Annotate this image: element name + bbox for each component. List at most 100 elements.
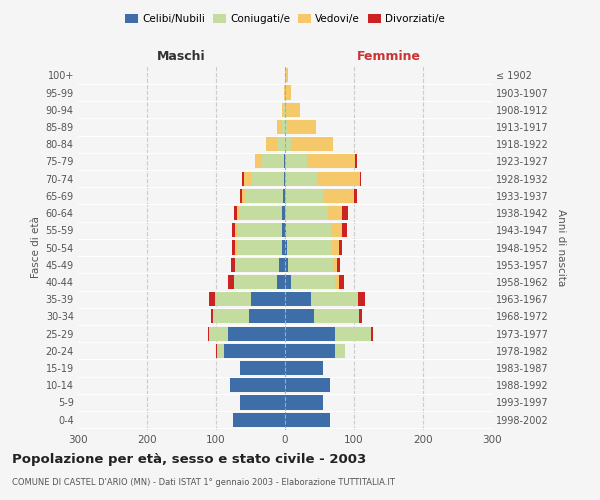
Bar bbox=[229, 275, 234, 289]
Bar bbox=[355, 154, 357, 168]
Bar bbox=[314, 310, 359, 324]
Bar bbox=[285, 326, 335, 340]
Y-axis label: Anni di nascita: Anni di nascita bbox=[556, 209, 566, 286]
Bar bbox=[240, 396, 285, 409]
Bar bbox=[262, 154, 284, 168]
Bar bbox=[231, 258, 235, 272]
Bar bbox=[213, 310, 249, 324]
Bar bbox=[285, 378, 330, 392]
Bar bbox=[254, 154, 262, 168]
Bar bbox=[285, 275, 290, 289]
Bar bbox=[235, 223, 236, 238]
Bar bbox=[285, 361, 323, 375]
Bar bbox=[284, 172, 285, 185]
Bar bbox=[285, 120, 287, 134]
Bar bbox=[285, 68, 289, 82]
Bar bbox=[251, 172, 284, 185]
Bar bbox=[277, 120, 281, 134]
Text: Maschi: Maschi bbox=[157, 50, 206, 64]
Bar bbox=[289, 258, 334, 272]
Bar bbox=[359, 172, 361, 185]
Bar bbox=[283, 102, 285, 117]
Bar bbox=[224, 344, 285, 358]
Bar bbox=[211, 310, 213, 324]
Bar bbox=[354, 189, 358, 203]
Bar bbox=[285, 258, 289, 272]
Bar bbox=[285, 344, 335, 358]
Bar bbox=[233, 412, 285, 426]
Bar bbox=[237, 223, 281, 238]
Y-axis label: Fasce di età: Fasce di età bbox=[31, 216, 41, 278]
Bar bbox=[284, 154, 285, 168]
Bar bbox=[341, 206, 349, 220]
Bar bbox=[290, 275, 335, 289]
Bar bbox=[285, 292, 311, 306]
Bar bbox=[335, 275, 339, 289]
Text: COMUNE DI CASTEL D'ARIO (MN) - Dati ISTAT 1° gennaio 2003 - Elaborazione TUTTITA: COMUNE DI CASTEL D'ARIO (MN) - Dati ISTA… bbox=[12, 478, 395, 487]
Bar bbox=[209, 326, 229, 340]
Bar bbox=[341, 223, 347, 238]
Bar bbox=[323, 189, 354, 203]
Bar bbox=[335, 344, 345, 358]
Bar bbox=[334, 258, 337, 272]
Bar bbox=[216, 344, 217, 358]
Bar bbox=[285, 86, 290, 100]
Bar bbox=[290, 137, 334, 152]
Bar bbox=[287, 120, 316, 134]
Bar bbox=[242, 189, 245, 203]
Bar bbox=[328, 206, 341, 220]
Bar bbox=[242, 172, 244, 185]
Bar bbox=[285, 396, 323, 409]
Bar bbox=[337, 258, 340, 272]
Bar bbox=[339, 240, 342, 254]
Bar bbox=[234, 275, 277, 289]
Bar bbox=[285, 223, 286, 238]
Bar bbox=[335, 326, 371, 340]
Bar bbox=[234, 206, 238, 220]
Bar bbox=[285, 189, 323, 203]
Bar bbox=[280, 258, 285, 272]
Bar bbox=[277, 137, 285, 152]
Bar bbox=[281, 240, 285, 254]
Bar bbox=[281, 223, 285, 238]
Bar bbox=[285, 240, 287, 254]
Bar bbox=[215, 292, 251, 306]
Bar bbox=[235, 240, 236, 254]
Bar bbox=[244, 172, 251, 185]
Bar bbox=[239, 206, 281, 220]
Bar bbox=[240, 361, 285, 375]
Bar bbox=[245, 189, 283, 203]
Bar bbox=[237, 240, 281, 254]
Bar bbox=[285, 310, 314, 324]
Bar bbox=[240, 189, 242, 203]
Bar bbox=[277, 275, 285, 289]
Bar bbox=[229, 326, 285, 340]
Bar bbox=[266, 137, 277, 152]
Bar bbox=[284, 86, 285, 100]
Bar bbox=[209, 292, 215, 306]
Text: Femmine: Femmine bbox=[356, 50, 421, 64]
Bar bbox=[285, 102, 300, 117]
Bar bbox=[307, 154, 355, 168]
Bar bbox=[281, 120, 285, 134]
Bar bbox=[371, 326, 373, 340]
Bar bbox=[230, 378, 285, 392]
Bar bbox=[287, 240, 332, 254]
Bar bbox=[285, 154, 307, 168]
Bar bbox=[232, 223, 235, 238]
Text: Popolazione per età, sesso e stato civile - 2003: Popolazione per età, sesso e stato civil… bbox=[12, 452, 366, 466]
Bar bbox=[208, 326, 209, 340]
Bar bbox=[311, 292, 358, 306]
Bar bbox=[318, 172, 359, 185]
Bar bbox=[281, 102, 283, 117]
Bar bbox=[332, 240, 339, 254]
Bar bbox=[339, 275, 344, 289]
Bar bbox=[283, 189, 285, 203]
Bar bbox=[249, 310, 285, 324]
Bar bbox=[285, 172, 318, 185]
Bar bbox=[286, 223, 331, 238]
Bar bbox=[285, 206, 328, 220]
Bar bbox=[331, 223, 341, 238]
Bar bbox=[251, 292, 285, 306]
Bar bbox=[235, 258, 280, 272]
